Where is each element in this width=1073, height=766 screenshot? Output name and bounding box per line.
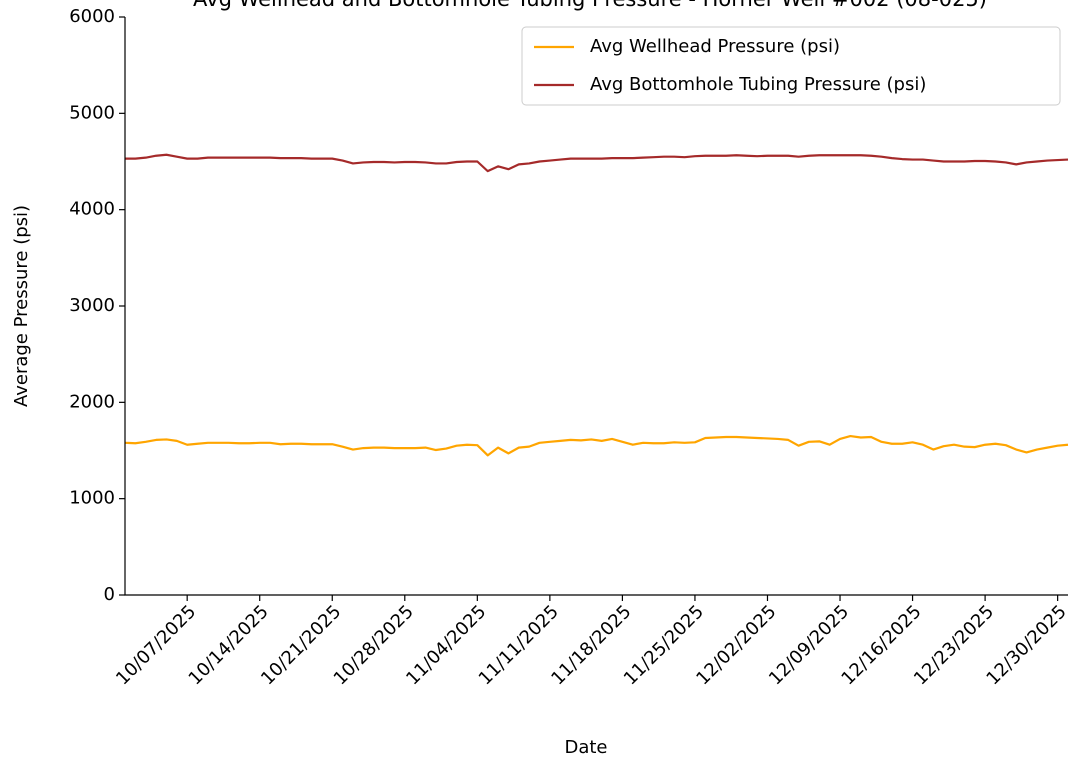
x-axis-label: Date xyxy=(564,737,607,758)
data-line xyxy=(124,434,1069,457)
y-tick-label: 5000 xyxy=(69,102,115,123)
y-tick-label: 0 xyxy=(104,584,115,605)
data-line xyxy=(125,153,1069,173)
y-tick-label: 3000 xyxy=(69,295,115,316)
y-tick-label: 4000 xyxy=(69,199,115,220)
legend-label: Avg Wellhead Pressure (psi) xyxy=(590,36,840,57)
legend-box xyxy=(521,26,1061,106)
y-tick-label: 1000 xyxy=(69,488,115,509)
y-tick-label: 6000 xyxy=(69,6,115,27)
y-tick-label: 2000 xyxy=(69,391,115,412)
y-axis-label: Average Pressure (psi) xyxy=(11,205,32,407)
chart-title: Avg Wellhead and Bottomhole Tubing Press… xyxy=(193,0,987,11)
legend: Avg Wellhead Pressure (psi) Avg Bottomhol… xyxy=(521,26,1061,106)
legend-label: Avg Bottomhole Tubing Pressure (psi) xyxy=(590,74,926,95)
